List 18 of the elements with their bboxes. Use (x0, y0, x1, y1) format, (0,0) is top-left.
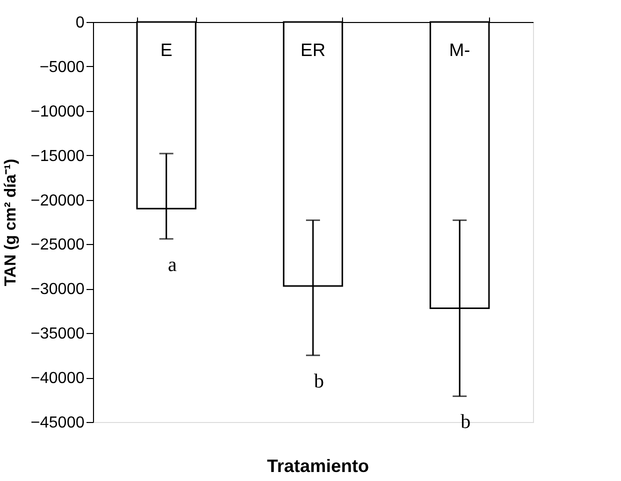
y-tick-label: −5000 (40, 58, 85, 76)
annotation: a (168, 254, 177, 276)
y-tick-label: 0 (76, 14, 85, 32)
x-axis-title: Tratamiento (266, 456, 370, 476)
x-tick-label: E (160, 40, 172, 60)
y-tick-label: −30000 (30, 281, 85, 298)
x-tick-label: M- (449, 40, 470, 60)
y-tick-label: −45000 (30, 414, 85, 432)
annotation: b (460, 411, 471, 434)
y-tick-label: −25000 (30, 236, 85, 254)
y-tick-label: −20000 (30, 192, 85, 210)
y-tick-label: −40000 (30, 370, 85, 388)
y-axis-title: TAN (g cm² día⁻¹) (2, 158, 20, 286)
annotation: b (314, 370, 324, 392)
x-tick-label: ER (300, 40, 326, 60)
y-tick-label: −35000 (30, 326, 85, 343)
y-tick-label: −10000 (30, 103, 85, 120)
y-tick-label: −15000 (30, 148, 85, 165)
